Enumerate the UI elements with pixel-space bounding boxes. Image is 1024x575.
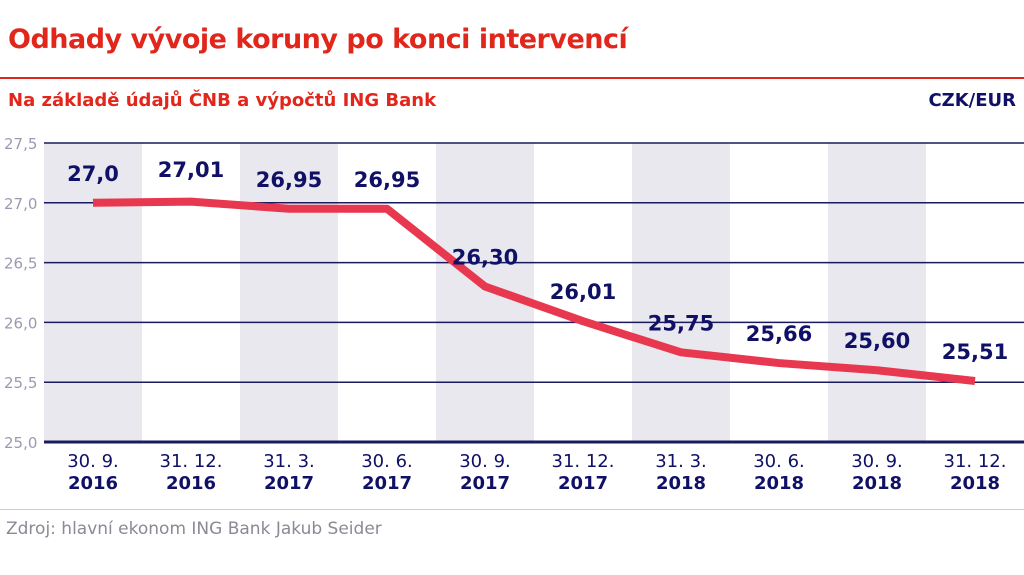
y-tick-label: 26,0 (4, 314, 37, 332)
column-band (828, 143, 926, 442)
x-tick-year: 2016 (166, 473, 216, 494)
x-tick-year: 2018 (754, 473, 804, 494)
x-tick-year: 2017 (362, 473, 412, 494)
x-tick-year: 2018 (656, 473, 706, 494)
y-tick-label: 27,5 (4, 135, 37, 153)
x-tick-year: 2017 (264, 473, 314, 494)
data-label: 26,30 (452, 246, 518, 270)
column-band (436, 143, 534, 442)
x-tick-year: 2017 (558, 473, 608, 494)
data-label: 25,75 (648, 311, 714, 335)
data-label: 26,95 (256, 168, 322, 192)
x-tick-date: 30. 9. (67, 451, 119, 472)
data-label: 26,01 (550, 280, 616, 304)
y-tick-label: 25,0 (4, 434, 37, 452)
y-tick-label: 26,5 (4, 255, 37, 273)
x-tick-year: 2016 (68, 473, 118, 494)
x-tick-date: 31. 3. (655, 451, 707, 472)
x-tick-date: 30. 6. (361, 451, 413, 472)
column-band (632, 143, 730, 442)
x-tick-date: 31. 12. (944, 451, 1007, 472)
x-tick-year: 2018 (852, 473, 902, 494)
x-tick-date: 31. 12. (160, 451, 223, 472)
chart-title: Odhady vývoje koruny po konci intervencí (8, 24, 628, 55)
title-divider (0, 77, 1024, 79)
data-label: 26,95 (354, 168, 420, 192)
column-band (44, 143, 142, 442)
x-tick-date: 30. 9. (459, 451, 511, 472)
y-tick-label: 25,5 (4, 374, 37, 392)
footer-divider (0, 509, 1024, 510)
x-tick-date: 31. 12. (552, 451, 615, 472)
x-tick-date: 30. 9. (851, 451, 903, 472)
x-tick-date: 30. 6. (753, 451, 805, 472)
column-band (240, 143, 338, 442)
data-label: 25,51 (942, 340, 1008, 364)
chart-subtitle: Na základě údajů ČNB a výpočtů ING Bank (8, 90, 437, 111)
data-label: 27,01 (158, 158, 224, 182)
series-line (92, 197, 976, 385)
data-label: 25,66 (746, 322, 812, 346)
x-tick-date: 31. 3. (263, 451, 315, 472)
source-note: Zdroj: hlavní ekonom ING Bank Jakub Seid… (6, 519, 382, 539)
y-tick-label: 27,0 (4, 195, 37, 213)
data-label: 27,0 (67, 162, 119, 186)
x-tick-year: 2018 (950, 473, 1000, 494)
unit-label: CZK/EUR (928, 90, 1016, 111)
x-tick-year: 2017 (460, 473, 510, 494)
data-label: 25,60 (844, 329, 910, 353)
line-chart: 25,025,526,026,527,027,527,030. 9.201627… (4, 135, 1024, 494)
